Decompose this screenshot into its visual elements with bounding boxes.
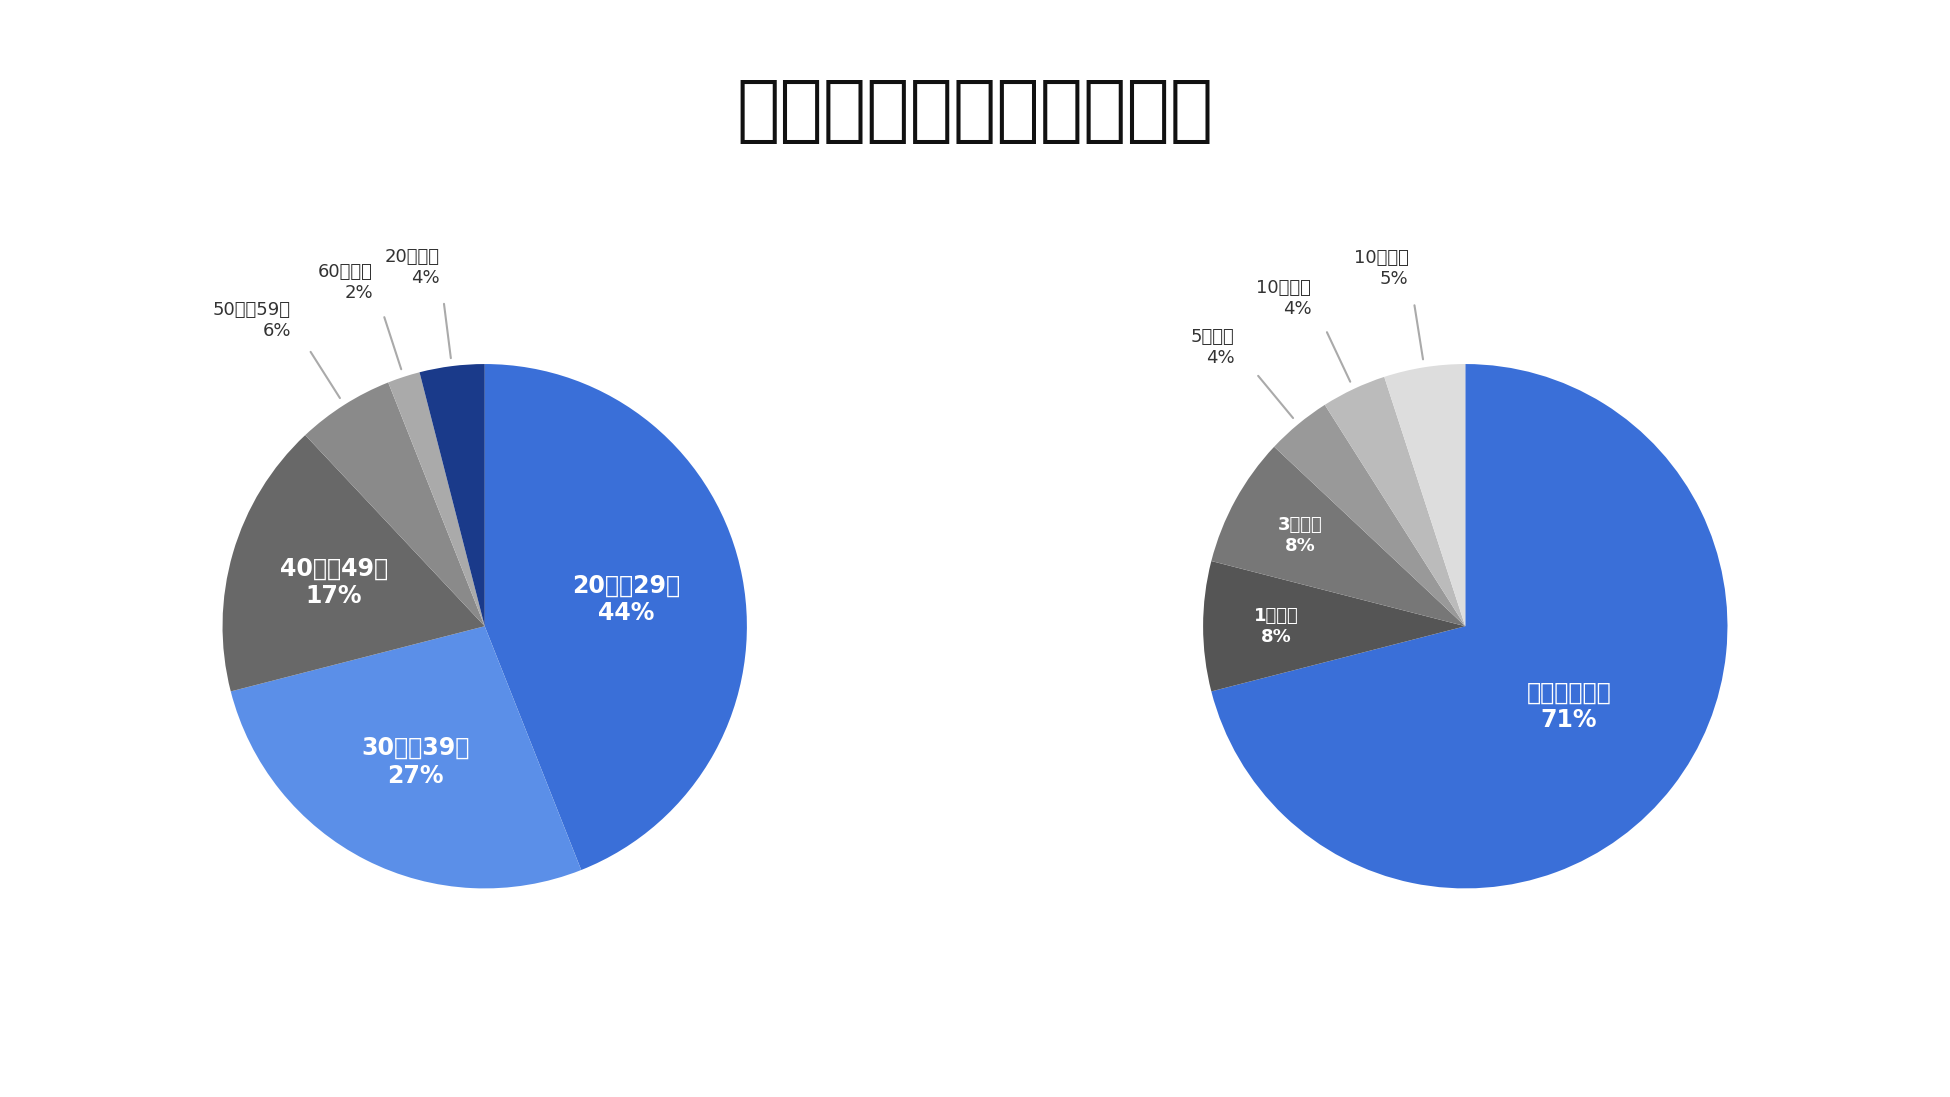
Text: 30歳～39歳
27%: 30歳～39歳 27% — [361, 736, 470, 788]
Text: 20代未満
4%: 20代未満 4% — [384, 248, 439, 286]
Text: 投資経験なし
71%: 投資経験なし 71% — [1527, 680, 1611, 733]
Text: 10年以上
5%: 10年以上 5% — [1353, 249, 1408, 289]
Text: 50歳～59歳
6%: 50歳～59歳 6% — [213, 302, 291, 340]
Wedge shape — [486, 364, 747, 870]
Wedge shape — [419, 364, 486, 626]
Wedge shape — [222, 436, 486, 691]
Wedge shape — [306, 383, 486, 626]
Text: 3年未満
8%: 3年未満 8% — [1277, 516, 1322, 555]
Text: 60歳以上
2%: 60歳以上 2% — [318, 262, 372, 302]
Wedge shape — [1211, 446, 1464, 626]
Wedge shape — [1273, 405, 1464, 626]
Wedge shape — [1203, 561, 1464, 691]
Text: 口座開設ユーザーの分布: 口座開設ユーザーの分布 — [737, 77, 1213, 146]
Wedge shape — [388, 372, 486, 626]
Wedge shape — [230, 626, 581, 889]
Text: 1年未満
8%: 1年未満 8% — [1254, 607, 1299, 646]
Text: 5年未満
4%: 5年未満 4% — [1191, 328, 1234, 366]
Wedge shape — [1211, 364, 1728, 889]
Text: 40歳～49歳
17%: 40歳～49歳 17% — [279, 556, 388, 608]
Wedge shape — [1384, 364, 1464, 626]
Wedge shape — [1324, 377, 1464, 626]
Text: 20歳～29歳
44%: 20歳～29歳 44% — [571, 574, 681, 625]
Text: 10年未満
4%: 10年未満 4% — [1256, 280, 1310, 318]
